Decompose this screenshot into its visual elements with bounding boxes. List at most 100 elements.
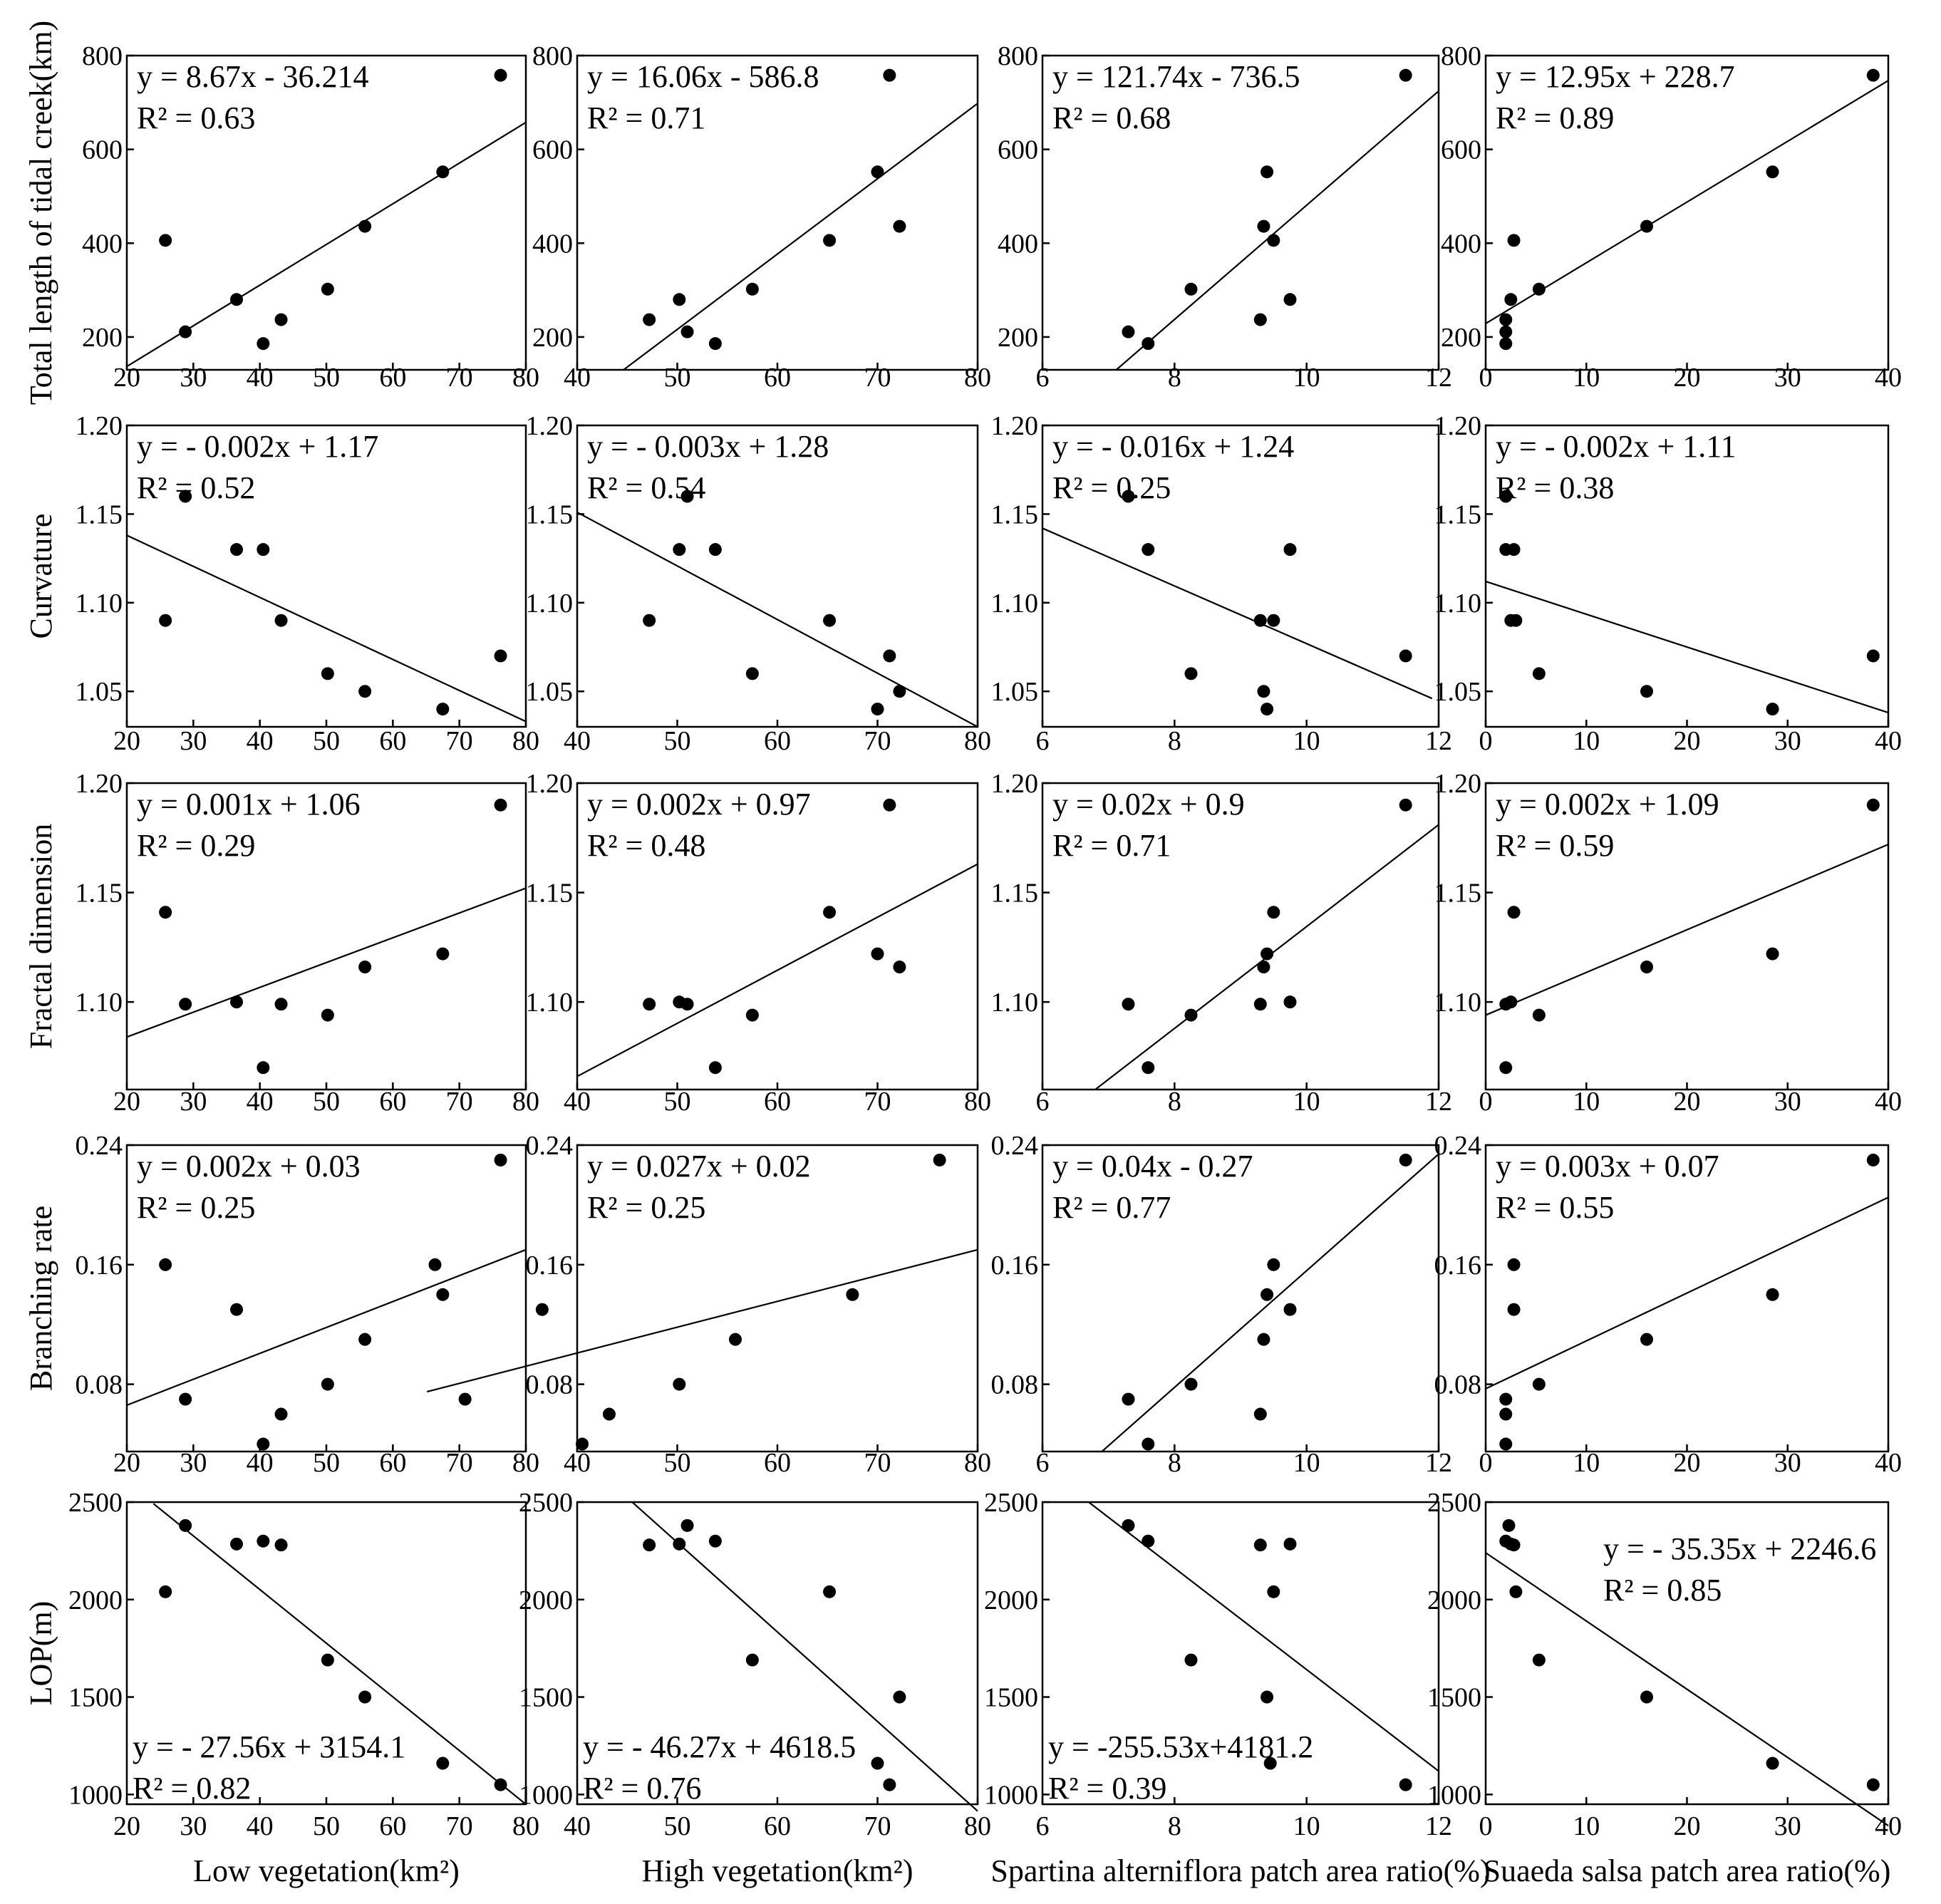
x-tick-label: 80 bbox=[964, 1811, 991, 1841]
r-squared-label: R² = 0.71 bbox=[587, 100, 705, 135]
y-axis-label: Curvature bbox=[24, 514, 58, 639]
x-tick-label: 50 bbox=[313, 1087, 340, 1117]
x-tick-label: 40 bbox=[247, 1087, 274, 1117]
x-tick-label: 40 bbox=[1875, 363, 1902, 393]
data-point bbox=[159, 1258, 172, 1271]
x-tick-label: 10 bbox=[1293, 1448, 1320, 1478]
y-tick-label: 0.24 bbox=[1434, 1131, 1482, 1161]
y-tick-label: 1.15 bbox=[526, 500, 574, 529]
x-tick-label: 80 bbox=[512, 1087, 539, 1117]
x-tick-label: 70 bbox=[864, 1087, 891, 1117]
data-point bbox=[1122, 998, 1135, 1011]
data-point bbox=[1507, 1303, 1521, 1316]
data-point bbox=[1399, 1153, 1412, 1166]
x-tick-label: 0 bbox=[1479, 1448, 1493, 1478]
data-point bbox=[883, 649, 896, 663]
data-point bbox=[1399, 649, 1412, 663]
x-tick-label: 30 bbox=[1774, 726, 1801, 756]
x-tick-label: 60 bbox=[764, 726, 791, 756]
y-axis-label: Fractal dimension bbox=[24, 824, 58, 1050]
x-tick-label: 40 bbox=[1875, 1811, 1902, 1841]
plot-frame bbox=[1041, 782, 1440, 1091]
x-tick-label: 40 bbox=[247, 1811, 274, 1841]
x-tick-label: 60 bbox=[764, 1448, 791, 1478]
regression-equation: y = 0.002x + 1.09 bbox=[1496, 787, 1719, 822]
data-point bbox=[1504, 293, 1518, 306]
r-squared-label: R² = 0.68 bbox=[1052, 100, 1171, 135]
regression-line bbox=[126, 1248, 527, 1407]
data-point bbox=[1122, 490, 1135, 503]
x-tick-label: 50 bbox=[664, 1448, 691, 1478]
regression-equation: y = 0.02x + 0.9 bbox=[1052, 787, 1245, 822]
x-tick-label: 80 bbox=[512, 363, 539, 393]
x-tick-label: 70 bbox=[446, 1087, 473, 1117]
data-point bbox=[602, 1407, 616, 1421]
x-tick-label: 70 bbox=[446, 363, 473, 393]
data-point bbox=[1267, 234, 1280, 247]
data-point bbox=[1766, 1756, 1779, 1770]
data-point bbox=[494, 68, 507, 82]
y-tick-label: 0.16 bbox=[991, 1251, 1039, 1280]
y-tick-label: 800 bbox=[1441, 41, 1481, 71]
x-tick-label: 30 bbox=[180, 363, 207, 393]
x-tick-label: 40 bbox=[247, 726, 274, 756]
y-tick-label: 1.20 bbox=[991, 411, 1039, 441]
data-point bbox=[1184, 282, 1198, 296]
y-tick-label: 2500 bbox=[519, 1488, 573, 1518]
data-point bbox=[494, 1153, 507, 1166]
data-point bbox=[708, 337, 722, 351]
data-point bbox=[708, 1061, 722, 1075]
data-point bbox=[1257, 685, 1270, 698]
x-tick-label: 50 bbox=[664, 726, 691, 756]
y-tick-label: 1.20 bbox=[991, 769, 1039, 799]
panel-r1-c3: 1.05 1.10 1.15 1.20 0 10 20 30 40 y = - 0.002x + … bbox=[1434, 411, 1903, 756]
regression-equation: y = - 0.003x + 1.28 bbox=[587, 429, 829, 464]
data-point bbox=[321, 1653, 334, 1667]
data-point bbox=[321, 282, 334, 296]
data-point bbox=[1142, 1437, 1155, 1451]
regression-equation: y = 121.74x - 736.5 bbox=[1052, 59, 1300, 94]
data-point bbox=[673, 1537, 686, 1551]
data-point bbox=[428, 1258, 442, 1271]
x-tick-label: 30 bbox=[180, 726, 207, 756]
panel-r4-c0: 1000 1500 2000 2500 20 30 40 50 60 70 80 y = - 27.5… bbox=[68, 1488, 539, 1841]
x-tick-label: 6 bbox=[1036, 363, 1050, 393]
x-tick-label: 60 bbox=[379, 1087, 406, 1117]
data-point bbox=[680, 490, 694, 503]
y-tick-label: 2500 bbox=[68, 1488, 123, 1518]
panel-r0-c1: 200 400 600 800 40 50 60 70 80 y = 16.06x - 586.8… bbox=[532, 41, 991, 393]
x-tick-label: 0 bbox=[1479, 363, 1493, 393]
y-tick-label: 1.15 bbox=[76, 500, 123, 529]
x-tick-label: 40 bbox=[564, 726, 591, 756]
data-point bbox=[321, 667, 334, 681]
y-tick-label: 1.20 bbox=[526, 769, 574, 799]
x-tick-label: 70 bbox=[864, 363, 891, 393]
data-point bbox=[1640, 219, 1653, 233]
y-tick-label: 1.05 bbox=[526, 677, 574, 707]
data-point bbox=[1142, 1534, 1155, 1548]
x-tick-label: 50 bbox=[313, 363, 340, 393]
y-tick-label: 1.15 bbox=[526, 879, 574, 909]
x-tick-label: 30 bbox=[180, 1448, 207, 1478]
panel-r4-c1: 1000 1500 2000 2500 40 50 60 70 80 y = - 46.27x +… bbox=[519, 1488, 991, 1841]
data-point bbox=[1261, 165, 1274, 179]
data-point bbox=[643, 1538, 656, 1552]
x-tick-label: 0 bbox=[1479, 726, 1493, 756]
y-tick-label: 2000 bbox=[68, 1585, 123, 1615]
data-point bbox=[893, 961, 906, 973]
y-tick-label: 400 bbox=[998, 229, 1038, 259]
data-point bbox=[1499, 1437, 1513, 1451]
x-tick-label: 40 bbox=[564, 1811, 591, 1841]
data-point bbox=[1507, 1538, 1521, 1552]
data-point bbox=[358, 1690, 372, 1704]
data-point bbox=[728, 1333, 742, 1346]
y-tick-label: 0.08 bbox=[1434, 1370, 1482, 1400]
x-tick-label: 40 bbox=[247, 1448, 274, 1478]
data-point bbox=[643, 998, 656, 1011]
y-tick-label: 1500 bbox=[984, 1683, 1038, 1713]
data-point bbox=[893, 219, 906, 233]
data-point bbox=[274, 614, 288, 627]
data-point bbox=[257, 1534, 270, 1548]
data-point bbox=[1509, 614, 1523, 627]
